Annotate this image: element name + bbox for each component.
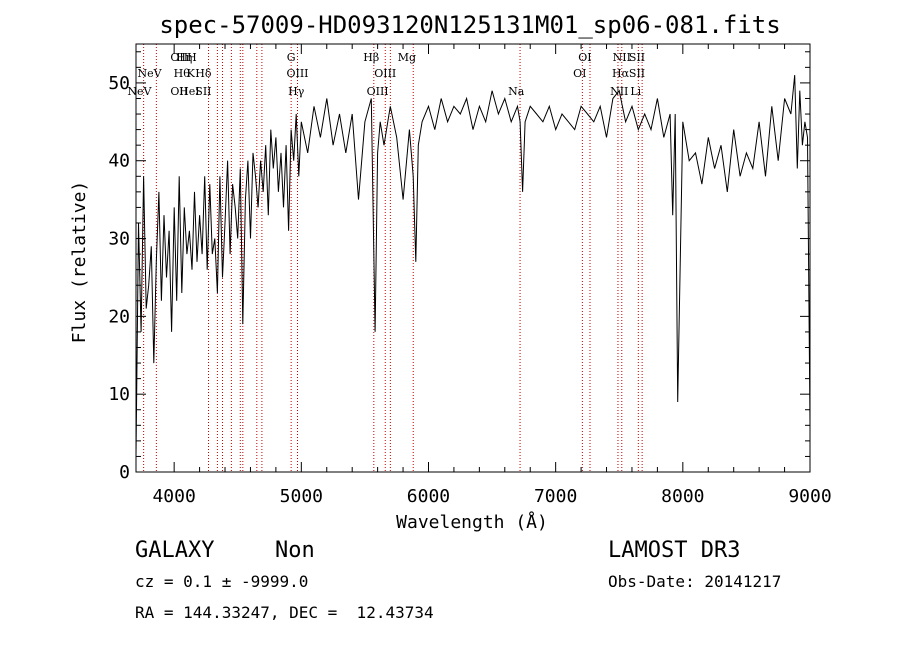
line-label-5: Hθ [174,67,191,80]
line-label-23: Hα [612,67,630,80]
line-label-9: HeI [179,85,199,98]
redshift-cz: cz = 0.1 ± -9999.0 [135,572,309,591]
y-tick-label: 10 [108,384,130,405]
x-axis-ticks: 4000 5000 6000 7000 8000 9000 [152,44,832,507]
line-label-15: Mg [398,51,416,64]
y-axis-ticks: 0 10 20 30 40 50 [108,51,810,483]
line-label-18: Na [508,85,525,98]
chart-title: spec-57009-HD093120N125131M01_sp06-081.f… [159,11,780,39]
spectrum-line [135,75,811,457]
line-label-20: OI [573,67,586,80]
object-subclass: Non [275,538,315,563]
line-label-22: SII [629,51,645,64]
x-axis-label: Wavelength (Å) [396,511,548,533]
x-tick-label: 7000 [534,486,577,507]
y-tick-label: 20 [108,306,130,327]
line-label-12: OIII [286,67,308,80]
line-label-4: H [187,51,197,64]
survey-name: LAMOST DR3 [608,538,741,563]
y-tick-label: 40 [108,151,130,172]
line-label-19: OI [578,51,591,64]
y-tick-label: 0 [119,462,130,483]
y-axis-label: Flux (relative) [69,181,90,344]
line-label-3: Hη [176,51,192,64]
line-label-21: NII [613,51,631,64]
line-label-1: NeV [138,67,163,80]
line-label-0: NeV [127,85,152,98]
plot-frame [135,43,811,473]
x-tick-label: 5000 [280,486,323,507]
line-label-26: Li [630,85,641,98]
obs-date: Obs-Date: 20141217 [608,572,782,591]
line-label-17: OIII [367,85,389,98]
x-tick-label: 6000 [407,486,450,507]
object-class: GALAXY [135,538,215,563]
line-label-13: Hγ [288,85,305,98]
line-label-7: Hδ [195,67,212,80]
y-tick-label: 50 [108,73,130,94]
y-tick-label: 30 [108,229,130,250]
line-label-24: SII [629,67,645,80]
line-label-10: SII [195,85,211,98]
line-label-14: Hβ [363,51,379,64]
line-label-6: K [187,67,196,80]
x-tick-label: 8000 [661,486,704,507]
line-label-8: OII [170,85,188,98]
line-label-16: OIII [374,67,396,80]
line-label-11: G [287,51,296,64]
ra-dec: RA = 144.33247, DEC = 12.43734 [135,603,434,622]
x-tick-label: 9000 [788,486,831,507]
line-label-2: OII [170,51,188,64]
x-tick-label: 4000 [152,486,195,507]
